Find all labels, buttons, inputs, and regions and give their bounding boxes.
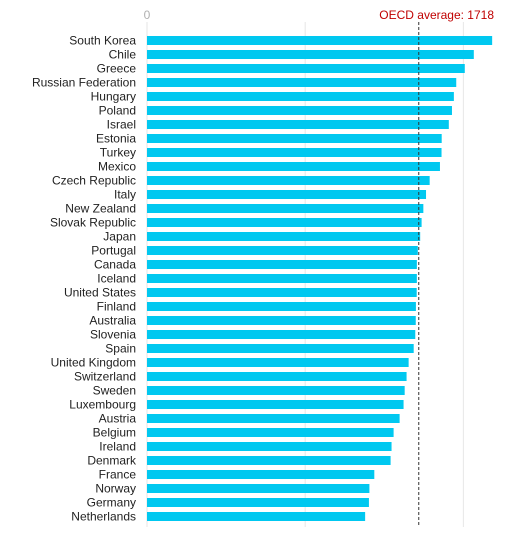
bar xyxy=(147,120,449,129)
category-label: Denmark xyxy=(87,454,137,468)
bar xyxy=(147,386,405,395)
bar xyxy=(147,190,427,199)
category-label: Slovak Republic xyxy=(50,216,136,230)
category-label: Spain xyxy=(105,342,136,356)
category-label: Belgium xyxy=(93,426,136,440)
bar xyxy=(147,162,440,171)
category-label: Japan xyxy=(103,230,136,244)
category-label: Italy xyxy=(114,188,136,202)
bar xyxy=(147,372,407,381)
bar xyxy=(147,50,474,59)
bar xyxy=(147,470,375,479)
bar xyxy=(147,274,417,283)
bar xyxy=(147,218,422,227)
bar xyxy=(147,36,493,45)
category-label: Austria xyxy=(99,412,137,426)
category-label: Czech Republic xyxy=(52,174,136,188)
bar xyxy=(147,288,417,297)
category-label: United States xyxy=(64,286,136,300)
category-label: Iceland xyxy=(97,272,136,286)
bar xyxy=(147,428,394,437)
bar xyxy=(147,442,392,451)
category-label: France xyxy=(99,468,137,482)
category-label: Luxembourg xyxy=(69,398,136,412)
bar xyxy=(147,344,414,353)
category-label: Germany xyxy=(87,496,136,510)
category-label: Hungary xyxy=(91,90,136,104)
bar xyxy=(147,456,391,465)
bar xyxy=(147,92,454,101)
bar xyxy=(147,78,457,87)
category-label: Israel xyxy=(107,118,136,132)
category-label: Chile xyxy=(109,48,137,62)
category-label: South Korea xyxy=(69,34,136,48)
bar xyxy=(147,316,416,325)
bar xyxy=(147,246,418,255)
category-label: Poland xyxy=(99,104,136,118)
category-label: New Zealand xyxy=(65,202,136,216)
oecd-average-label: OECD average: 1718 xyxy=(379,8,494,22)
category-label: Turkey xyxy=(100,146,136,160)
bar xyxy=(147,498,369,507)
category-label: Sweden xyxy=(93,384,136,398)
bar xyxy=(147,260,417,269)
bar xyxy=(147,148,442,157)
category-label: United Kingdom xyxy=(51,356,136,370)
category-label: Finland xyxy=(97,300,136,314)
category-label: Russian Federation xyxy=(32,76,136,90)
bar xyxy=(147,484,370,493)
category-label: Switzerland xyxy=(74,370,136,384)
bar xyxy=(147,358,409,367)
category-label: Mexico xyxy=(98,160,136,174)
bar xyxy=(147,512,366,521)
bar xyxy=(147,232,421,241)
bar xyxy=(147,302,416,311)
x-tick-label: 0 xyxy=(144,8,151,22)
bar xyxy=(147,64,465,73)
bar xyxy=(147,400,404,409)
category-label: Greece xyxy=(97,62,137,76)
category-label: Canada xyxy=(94,258,136,272)
category-label: Estonia xyxy=(96,132,136,146)
category-label: Netherlands xyxy=(71,510,136,524)
bar xyxy=(147,176,430,185)
category-label: Slovenia xyxy=(90,328,136,342)
category-label: Norway xyxy=(95,482,136,496)
category-label: Ireland xyxy=(99,440,136,454)
bar xyxy=(147,134,442,143)
bar xyxy=(147,330,416,339)
category-label: Australia xyxy=(89,314,136,328)
bar xyxy=(147,414,400,423)
category-label: Portugal xyxy=(91,244,136,258)
bar xyxy=(147,204,424,213)
bar xyxy=(147,106,452,115)
